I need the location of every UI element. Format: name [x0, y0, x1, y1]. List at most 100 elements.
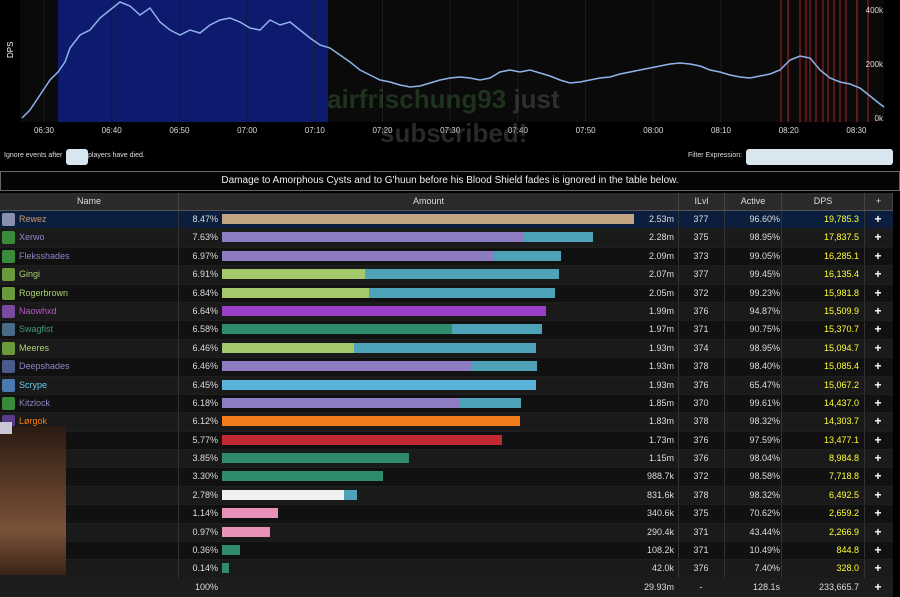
dps-value: 14,303.7 [823, 416, 859, 427]
column-divider [724, 394, 725, 413]
expand-button[interactable]: + [874, 579, 882, 594]
column-divider [724, 284, 725, 302]
table-row[interactable]: Deepshades 6.46% 1.93m 378 98.40% 15,085.4 + [0, 358, 893, 377]
table-row[interactable]: 2.78% 831.6k 378 98.32% 6,492.5 + [0, 486, 893, 506]
player-name[interactable]: Rogerbrown [19, 287, 69, 298]
expand-button[interactable]: + [874, 543, 882, 558]
table-row[interactable]: Fleksshades 6.97% 2.09m 373 99.05% 16,285.1 + [0, 247, 893, 267]
table-row[interactable]: Gingi 6.91% 2.07m 377 99.45% 16,135.4 + [0, 266, 893, 285]
expand-button[interactable]: + [874, 432, 882, 447]
expand-button[interactable]: + [874, 285, 882, 300]
column-divider [724, 247, 725, 266]
expand-button[interactable]: + [874, 561, 882, 576]
table-row[interactable]: 1.14% 340.6k 375 70.62% 2,659.2 + [0, 505, 893, 524]
expand-button[interactable]: + [874, 451, 882, 466]
damage-amount: 1.15m [648, 453, 674, 464]
expand-button[interactable]: + [874, 340, 882, 355]
expand-button[interactable]: + [874, 524, 882, 539]
player-name[interactable]: Gingi [19, 269, 41, 280]
expand-button[interactable]: + [874, 395, 882, 410]
dps-graph[interactable]: DPS 400k 200k 0k 06:30 06:40 06:50 07:00 07:10… [0, 0, 900, 140]
expand-button[interactable]: + [874, 248, 882, 263]
player-name[interactable]: Kitzlock [19, 397, 51, 408]
active-percent: 99.23% [749, 287, 780, 298]
expand-button[interactable]: + [874, 377, 882, 392]
column-header-dps[interactable]: DPS [782, 193, 865, 210]
column-header-amount[interactable]: Amount [179, 193, 679, 210]
player-name[interactable]: Fleksshades [19, 250, 70, 261]
dps-value: 2,659.2 [828, 508, 859, 519]
x-tick-label: 08:00 [643, 126, 664, 135]
table-row[interactable]: Xerwo 7.63% 2.28m 375 98.95% 17,837.5 + [0, 229, 893, 248]
stream-overlay-text-2: subscribed! [380, 118, 528, 148]
damage-bar [222, 342, 354, 353]
item-level: 371 [693, 324, 709, 335]
player-name[interactable]: Rewez [19, 214, 47, 224]
active-percent: 97.59% [749, 434, 780, 445]
table-row[interactable]: Meeres 6.46% 1.93m 374 98.95% 15,094.7 + [0, 339, 893, 359]
class-icon [2, 323, 15, 337]
damage-bar [222, 232, 524, 243]
player-name[interactable]: Lørgok [19, 416, 48, 427]
death-count-input[interactable] [66, 149, 88, 165]
stream-overlay-text: airfrischung93 just [327, 84, 560, 114]
expand-button[interactable]: + [874, 469, 882, 484]
y-axis-ticks: 400k 200k 0k [866, 6, 884, 123]
table-row[interactable]: Naowhxd 6.64% 1.99m 376 94.87% 15,509.9 + [0, 302, 893, 322]
player-name[interactable]: Naowhxd [19, 305, 57, 316]
table-row[interactable]: Swagfist 6.58% 1.97m 371 90.75% 15,370.7 + [0, 321, 893, 340]
column-divider [178, 376, 179, 394]
player-name[interactable]: Scrype [19, 379, 48, 390]
filter-expression-label: Filter Expression: [688, 152, 743, 159]
table-row[interactable]: 5.77% 1.73m 376 97.59% 13,477.1 + [0, 431, 893, 451]
expand-button[interactable]: + [874, 359, 882, 374]
column-header-plus[interactable]: + [865, 193, 893, 210]
table-row[interactable]: 0.97% 290.4k 371 43.44% 2,266.9 + [0, 523, 893, 543]
damage-bar [222, 526, 270, 537]
table-row[interactable]: 0.36% 108.2k 371 10.49% 844.8 + [0, 542, 893, 561]
expand-button[interactable]: + [874, 267, 882, 282]
player-name[interactable]: Swagfist [19, 324, 54, 335]
table-row[interactable]: 3.85% 1.15m 376 98.04% 8,984.8 + [0, 450, 893, 469]
column-header-name[interactable]: Name [0, 193, 179, 210]
dps-value: 16,285.1 [823, 250, 859, 261]
player-name[interactable]: Meeres [19, 342, 50, 353]
expand-button[interactable]: + [874, 212, 882, 226]
damage-percent: 6.12% [192, 416, 218, 427]
class-icon [2, 213, 15, 226]
y-tick-label: 0k [875, 114, 884, 123]
table-row[interactable]: Scrype 6.45% 1.93m 376 65.47% 15,067.2 + [0, 376, 893, 395]
damage-amount: 1.93m [648, 361, 674, 372]
table-row[interactable]: Lørgok 6.12% 1.83m 378 98.32% 14,303.7 + [0, 413, 893, 432]
column-divider [781, 229, 782, 247]
column-header-ilvl[interactable]: ILvl [679, 193, 725, 210]
column-divider [678, 486, 679, 505]
column-divider [724, 523, 725, 542]
column-divider [678, 266, 679, 284]
active-percent: 96.60% [749, 214, 780, 224]
expand-button[interactable]: + [874, 414, 882, 429]
expand-button[interactable]: + [874, 506, 882, 521]
expand-button[interactable]: + [874, 487, 882, 502]
damage-percent: 6.97% [192, 250, 218, 261]
player-name[interactable]: Xerwo [19, 232, 45, 243]
expand-button[interactable]: + [874, 303, 882, 318]
item-level: 374 [693, 342, 709, 353]
dps-value: 13,477.1 [823, 434, 859, 445]
column-divider [864, 211, 865, 229]
table-row[interactable]: 3.30% 988.7k 372 98.58% 7,718.8 + [0, 468, 893, 487]
table-row[interactable]: 0.14% 42.0k 376 7.40% 328.0 + [0, 560, 893, 579]
expand-button[interactable]: + [874, 322, 882, 337]
player-name[interactable]: Deepshades [19, 361, 70, 372]
filter-bar: Ignore events after players have died. F… [0, 146, 900, 168]
table-row[interactable]: Rogerbrown 6.84% 2.05m 372 99.23% 15,981.8 + [0, 284, 893, 303]
item-level: 375 [693, 508, 709, 519]
damage-bar [222, 305, 546, 316]
table-row[interactable]: Kitzlock 6.18% 1.85m 370 99.61% 14,437.0 + [0, 394, 893, 414]
expand-button[interactable]: + [874, 230, 882, 245]
filter-expression-input[interactable] [746, 149, 893, 165]
total-ilvl: - [699, 581, 703, 592]
column-header-active[interactable]: Active [725, 193, 782, 210]
table-row[interactable]: Rewez 8.47% 2.53m 377 96.60% 19,785.3 + [0, 211, 893, 230]
damage-bar-secondary [369, 287, 555, 298]
